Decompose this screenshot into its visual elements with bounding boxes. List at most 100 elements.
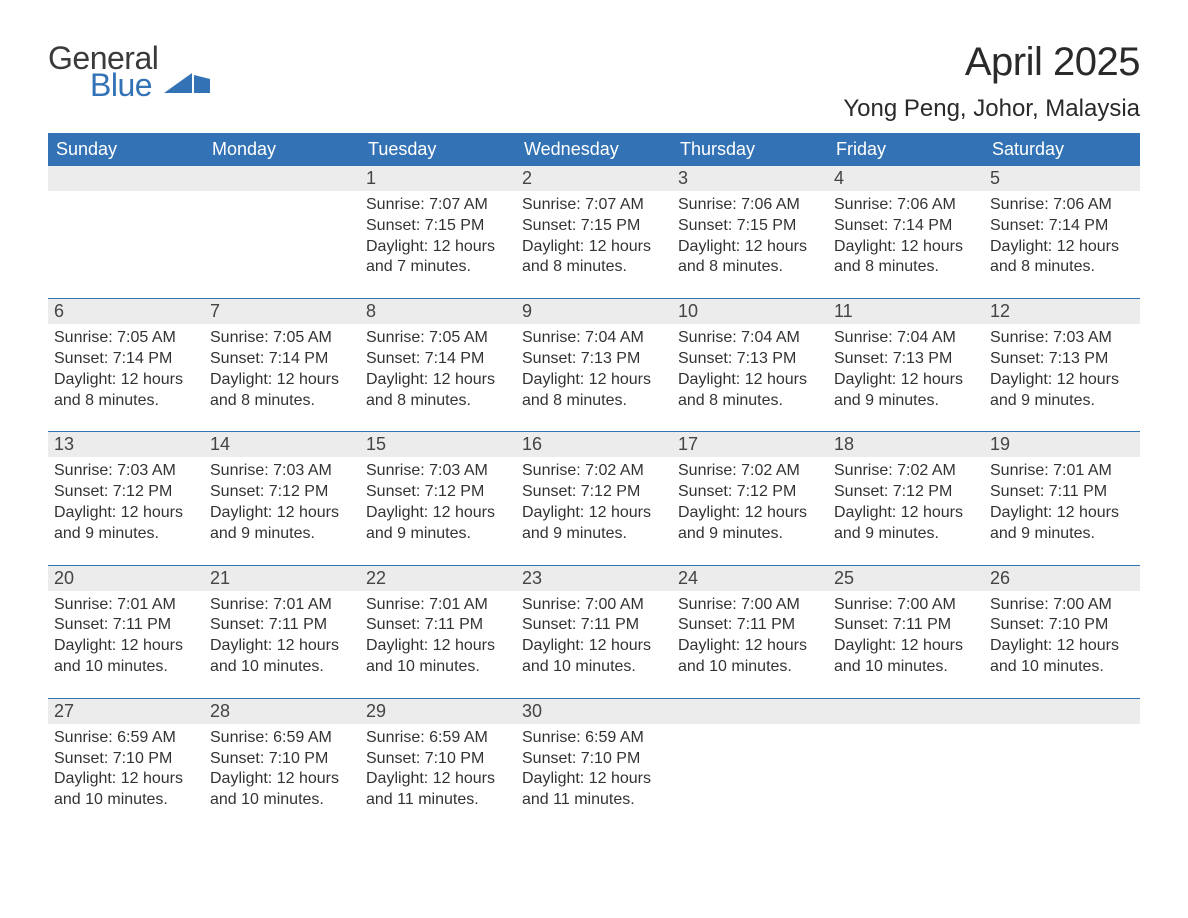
daylight-text: Daylight: 12 hours and 10 minutes. bbox=[834, 636, 978, 678]
sunrise-text: Sunrise: 7:03 AM bbox=[210, 461, 354, 482]
calendar-day-cell: 3Sunrise: 7:06 AMSunset: 7:15 PMDaylight… bbox=[672, 166, 828, 299]
calendar-day-cell: 23Sunrise: 7:00 AMSunset: 7:11 PMDayligh… bbox=[516, 565, 672, 698]
calendar-body: 1Sunrise: 7:07 AMSunset: 7:15 PMDaylight… bbox=[48, 166, 1140, 831]
sunset-text: Sunset: 7:12 PM bbox=[834, 482, 978, 503]
day-number: 3 bbox=[672, 166, 828, 191]
daylight-text: Daylight: 12 hours and 9 minutes. bbox=[210, 503, 354, 545]
day-details: Sunrise: 7:01 AMSunset: 7:11 PMDaylight:… bbox=[204, 591, 360, 698]
sunrise-text: Sunrise: 7:05 AM bbox=[210, 328, 354, 349]
day-details: Sunrise: 7:06 AMSunset: 7:15 PMDaylight:… bbox=[672, 191, 828, 298]
day-header: Saturday bbox=[984, 133, 1140, 166]
sunset-text: Sunset: 7:12 PM bbox=[210, 482, 354, 503]
empty-day-body bbox=[672, 724, 828, 824]
day-number: 6 bbox=[48, 299, 204, 324]
calendar-week-row: 20Sunrise: 7:01 AMSunset: 7:11 PMDayligh… bbox=[48, 565, 1140, 698]
daylight-text: Daylight: 12 hours and 9 minutes. bbox=[522, 503, 666, 545]
day-number: 27 bbox=[48, 699, 204, 724]
day-details: Sunrise: 7:03 AMSunset: 7:12 PMDaylight:… bbox=[48, 457, 204, 564]
day-number: 16 bbox=[516, 432, 672, 457]
calendar-day-cell: 1Sunrise: 7:07 AMSunset: 7:15 PMDaylight… bbox=[360, 166, 516, 299]
daylight-text: Daylight: 12 hours and 8 minutes. bbox=[522, 370, 666, 412]
sunset-text: Sunset: 7:10 PM bbox=[366, 749, 510, 770]
sunrise-text: Sunrise: 7:01 AM bbox=[54, 595, 198, 616]
day-details: Sunrise: 7:04 AMSunset: 7:13 PMDaylight:… bbox=[828, 324, 984, 431]
sunrise-text: Sunrise: 7:07 AM bbox=[366, 195, 510, 216]
sunrise-text: Sunrise: 7:01 AM bbox=[990, 461, 1134, 482]
daylight-text: Daylight: 12 hours and 10 minutes. bbox=[54, 636, 198, 678]
day-number: 17 bbox=[672, 432, 828, 457]
day-details: Sunrise: 7:03 AMSunset: 7:12 PMDaylight:… bbox=[204, 457, 360, 564]
day-header: Tuesday bbox=[360, 133, 516, 166]
sunrise-text: Sunrise: 7:00 AM bbox=[522, 595, 666, 616]
sunrise-text: Sunrise: 7:06 AM bbox=[990, 195, 1134, 216]
day-details: Sunrise: 7:03 AMSunset: 7:12 PMDaylight:… bbox=[360, 457, 516, 564]
day-details: Sunrise: 6:59 AMSunset: 7:10 PMDaylight:… bbox=[516, 724, 672, 831]
calendar-week-row: 6Sunrise: 7:05 AMSunset: 7:14 PMDaylight… bbox=[48, 299, 1140, 432]
sunset-text: Sunset: 7:12 PM bbox=[54, 482, 198, 503]
day-header: Friday bbox=[828, 133, 984, 166]
day-details: Sunrise: 6:59 AMSunset: 7:10 PMDaylight:… bbox=[204, 724, 360, 831]
day-details: Sunrise: 6:59 AMSunset: 7:10 PMDaylight:… bbox=[360, 724, 516, 831]
day-details: Sunrise: 7:00 AMSunset: 7:11 PMDaylight:… bbox=[672, 591, 828, 698]
calendar-day-cell: 19Sunrise: 7:01 AMSunset: 7:11 PMDayligh… bbox=[984, 432, 1140, 565]
sunrise-text: Sunrise: 6:59 AM bbox=[366, 728, 510, 749]
calendar-day-cell: 8Sunrise: 7:05 AMSunset: 7:14 PMDaylight… bbox=[360, 299, 516, 432]
day-details: Sunrise: 7:02 AMSunset: 7:12 PMDaylight:… bbox=[516, 457, 672, 564]
sunset-text: Sunset: 7:14 PM bbox=[210, 349, 354, 370]
sunset-text: Sunset: 7:13 PM bbox=[990, 349, 1134, 370]
day-number: 9 bbox=[516, 299, 672, 324]
sunset-text: Sunset: 7:11 PM bbox=[678, 615, 822, 636]
calendar-day-cell: 5Sunrise: 7:06 AMSunset: 7:14 PMDaylight… bbox=[984, 166, 1140, 299]
sunrise-text: Sunrise: 7:00 AM bbox=[990, 595, 1134, 616]
day-details: Sunrise: 7:01 AMSunset: 7:11 PMDaylight:… bbox=[984, 457, 1140, 564]
calendar-day-cell: 16Sunrise: 7:02 AMSunset: 7:12 PMDayligh… bbox=[516, 432, 672, 565]
sunrise-text: Sunrise: 7:02 AM bbox=[678, 461, 822, 482]
calendar-day-cell: 9Sunrise: 7:04 AMSunset: 7:13 PMDaylight… bbox=[516, 299, 672, 432]
daylight-text: Daylight: 12 hours and 9 minutes. bbox=[834, 503, 978, 545]
sunrise-text: Sunrise: 6:59 AM bbox=[54, 728, 198, 749]
daylight-text: Daylight: 12 hours and 10 minutes. bbox=[678, 636, 822, 678]
day-details: Sunrise: 7:05 AMSunset: 7:14 PMDaylight:… bbox=[204, 324, 360, 431]
daylight-text: Daylight: 12 hours and 8 minutes. bbox=[54, 370, 198, 412]
empty-day-number bbox=[672, 699, 828, 724]
calendar-week-row: 13Sunrise: 7:03 AMSunset: 7:12 PMDayligh… bbox=[48, 432, 1140, 565]
day-header-row: Sunday Monday Tuesday Wednesday Thursday… bbox=[48, 133, 1140, 166]
calendar-day-cell: 13Sunrise: 7:03 AMSunset: 7:12 PMDayligh… bbox=[48, 432, 204, 565]
sunrise-text: Sunrise: 7:07 AM bbox=[522, 195, 666, 216]
day-number: 29 bbox=[360, 699, 516, 724]
day-details: Sunrise: 7:03 AMSunset: 7:13 PMDaylight:… bbox=[984, 324, 1140, 431]
sunset-text: Sunset: 7:13 PM bbox=[522, 349, 666, 370]
day-number: 25 bbox=[828, 566, 984, 591]
daylight-text: Daylight: 12 hours and 10 minutes. bbox=[210, 769, 354, 811]
day-details: Sunrise: 7:01 AMSunset: 7:11 PMDaylight:… bbox=[48, 591, 204, 698]
daylight-text: Daylight: 12 hours and 9 minutes. bbox=[834, 370, 978, 412]
day-details: Sunrise: 7:06 AMSunset: 7:14 PMDaylight:… bbox=[984, 191, 1140, 298]
day-number: 2 bbox=[516, 166, 672, 191]
calendar-day-cell bbox=[672, 698, 828, 831]
daylight-text: Daylight: 12 hours and 9 minutes. bbox=[678, 503, 822, 545]
calendar-day-cell: 24Sunrise: 7:00 AMSunset: 7:11 PMDayligh… bbox=[672, 565, 828, 698]
day-number: 23 bbox=[516, 566, 672, 591]
daylight-text: Daylight: 12 hours and 9 minutes. bbox=[990, 503, 1134, 545]
sunrise-text: Sunrise: 7:01 AM bbox=[210, 595, 354, 616]
sunset-text: Sunset: 7:14 PM bbox=[54, 349, 198, 370]
sunset-text: Sunset: 7:12 PM bbox=[678, 482, 822, 503]
day-number: 10 bbox=[672, 299, 828, 324]
header: General Blue April 2025 Yong Peng, Johor… bbox=[48, 40, 1140, 123]
calendar-day-cell: 21Sunrise: 7:01 AMSunset: 7:11 PMDayligh… bbox=[204, 565, 360, 698]
day-number: 14 bbox=[204, 432, 360, 457]
calendar-day-cell: 20Sunrise: 7:01 AMSunset: 7:11 PMDayligh… bbox=[48, 565, 204, 698]
day-details: Sunrise: 7:00 AMSunset: 7:11 PMDaylight:… bbox=[828, 591, 984, 698]
daylight-text: Daylight: 12 hours and 9 minutes. bbox=[54, 503, 198, 545]
calendar-day-cell bbox=[984, 698, 1140, 831]
sunset-text: Sunset: 7:14 PM bbox=[990, 216, 1134, 237]
calendar-day-cell: 27Sunrise: 6:59 AMSunset: 7:10 PMDayligh… bbox=[48, 698, 204, 831]
daylight-text: Daylight: 12 hours and 8 minutes. bbox=[678, 370, 822, 412]
empty-day-body bbox=[984, 724, 1140, 824]
daylight-text: Daylight: 12 hours and 8 minutes. bbox=[366, 370, 510, 412]
daylight-text: Daylight: 12 hours and 8 minutes. bbox=[990, 237, 1134, 279]
sunset-text: Sunset: 7:15 PM bbox=[678, 216, 822, 237]
sunset-text: Sunset: 7:11 PM bbox=[54, 615, 198, 636]
calendar-week-row: 1Sunrise: 7:07 AMSunset: 7:15 PMDaylight… bbox=[48, 166, 1140, 299]
sunrise-text: Sunrise: 7:00 AM bbox=[678, 595, 822, 616]
